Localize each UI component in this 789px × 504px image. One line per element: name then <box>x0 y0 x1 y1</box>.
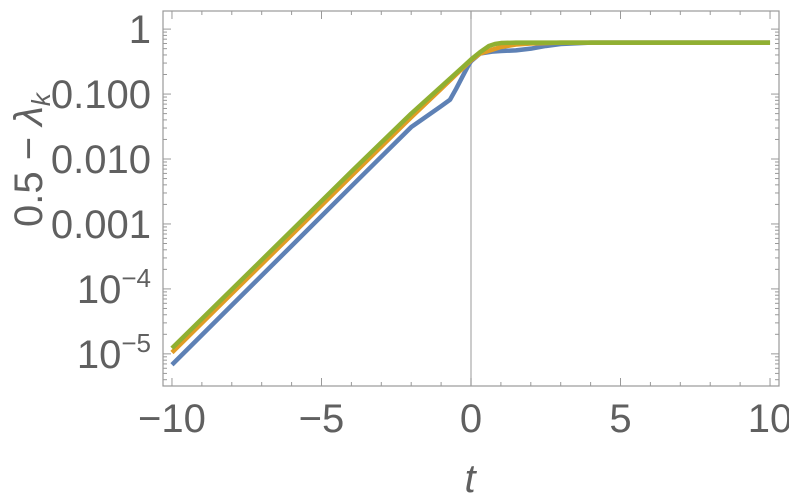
svg-text:0.5 − λk: 0.5 − λk <box>7 91 56 227</box>
y-tick-label: 0.001 <box>51 203 151 247</box>
y-axis-label-symbol: λ <box>7 106 51 128</box>
tick-labels: −10 −5 0 5 10 1 0.100 0.010 0.001 10−4 10−5 <box>51 8 789 441</box>
y-tick-label: 1 <box>129 8 151 52</box>
x-tick-label: 0 <box>460 397 482 441</box>
axis-ticks <box>163 11 779 386</box>
x-tick-label: −10 <box>138 397 206 441</box>
y-tick-label: 10−5 <box>77 328 151 377</box>
y-axis-label-subscript: k <box>26 91 56 106</box>
y-tick-label: 0.010 <box>51 138 151 182</box>
series-group <box>170 40 771 367</box>
y-tick-label: 0.100 <box>51 73 151 117</box>
y-axis-label-prefix: 0.5 − <box>7 126 51 227</box>
series-line-3 <box>170 40 771 350</box>
x-tick-label: −5 <box>299 397 345 441</box>
y-tick-label: 10−4 <box>77 263 151 312</box>
x-axis-label: t <box>464 457 477 501</box>
x-tick-label: 5 <box>609 397 631 441</box>
x-tick-label: 10 <box>748 397 789 441</box>
y-axis-label: 0.5 − λk <box>7 91 56 227</box>
